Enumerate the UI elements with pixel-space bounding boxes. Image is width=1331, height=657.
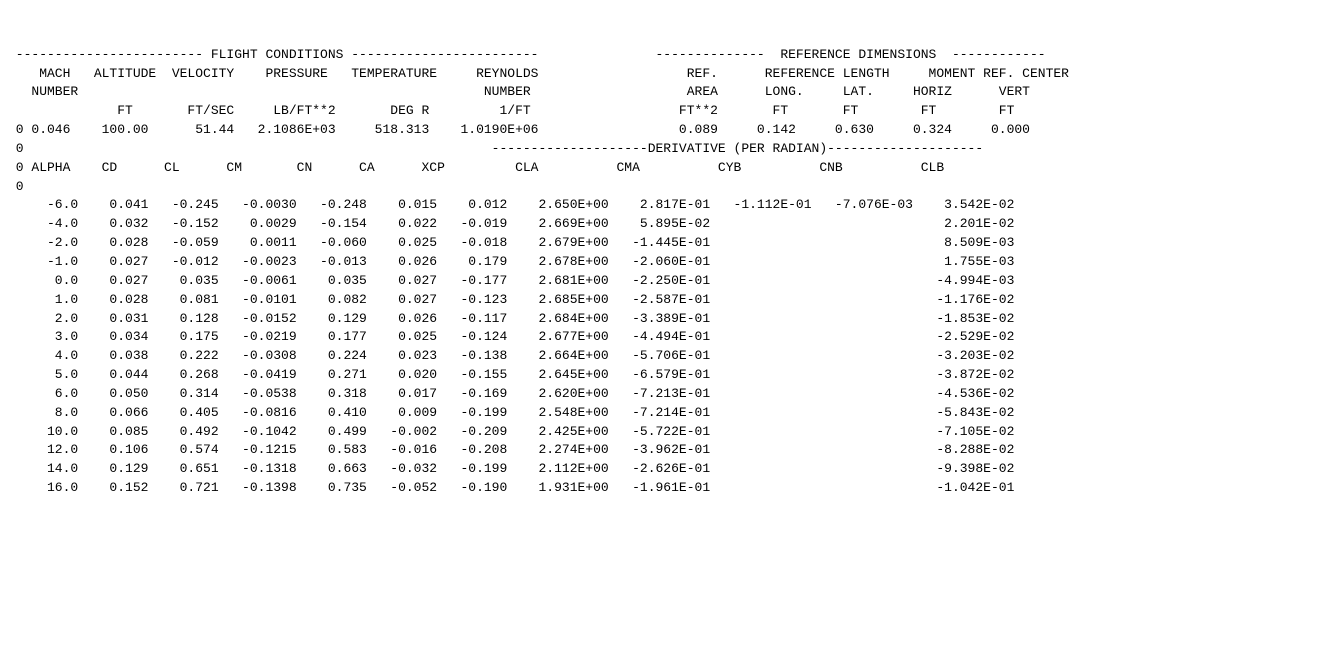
datcom-output: ------------------------ FLIGHT CONDITIO… <box>8 46 1323 498</box>
